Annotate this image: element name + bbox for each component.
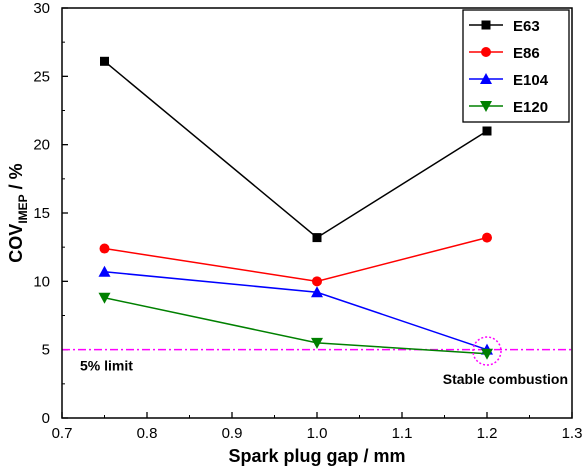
- y-tick-label: 25: [33, 68, 50, 85]
- y-axis-label-suffix: / %: [6, 163, 26, 194]
- legend-marker-e86: [481, 47, 491, 57]
- y-axis-label-sub: IMEP: [16, 194, 30, 223]
- y-axis-label: COVIMEP / %: [6, 163, 30, 262]
- data-point-e63: [312, 233, 322, 243]
- data-point-e120: [311, 337, 323, 349]
- legend-marker-e63: [481, 20, 491, 30]
- legend-marker-e120: [480, 101, 492, 112]
- data-point-e86: [482, 232, 492, 243]
- series-line-e120: [104, 296, 488, 355]
- legend-label-e104: E104: [513, 72, 549, 89]
- x-tick-label: 1.3: [562, 425, 583, 442]
- data-point-e63: [482, 126, 492, 136]
- annotation-group: Stable combustion: [443, 336, 568, 387]
- data-point-e104: [311, 286, 323, 298]
- data-point-e86: [99, 243, 110, 254]
- plot-frame: [61, 7, 573, 419]
- series-line-e86: [104, 236, 488, 283]
- x-tick-label: 0.8: [137, 425, 158, 442]
- data-point-e104: [98, 265, 111, 277]
- y-tick-label: 0: [42, 410, 50, 427]
- x-axis-label: Spark plug gap / mm: [228, 446, 405, 466]
- legend-label-e63: E63: [513, 18, 540, 35]
- reference-line-label: 5% limit: [80, 358, 133, 374]
- y-tick-label: 10: [33, 273, 50, 290]
- annotation-label: Stable combustion: [443, 371, 568, 387]
- legend-box: [462, 9, 570, 123]
- x-tick-label: 1.1: [392, 425, 413, 442]
- y-tick-label: 5: [42, 342, 50, 359]
- y-axis-label-main: COV: [6, 224, 26, 263]
- y-tick-label: 20: [33, 137, 50, 154]
- legend-label-e86: E86: [513, 45, 540, 62]
- y-tick-label: 15: [33, 205, 50, 222]
- annotation-circle: [472, 336, 502, 366]
- x-tick-label: 0.7: [52, 425, 73, 442]
- x-tick-label: 0.9: [222, 425, 243, 442]
- data-point-e120: [98, 292, 111, 304]
- legend-marker-e104: [480, 73, 492, 84]
- legend-label-e120: E120: [513, 99, 548, 116]
- data-point-e120: [481, 348, 493, 360]
- data-point-e86: [312, 276, 322, 287]
- series-group: [98, 56, 493, 360]
- data-point-e63: [100, 56, 109, 66]
- x-tick-label: 1.0: [307, 425, 328, 442]
- series-line-e63: [104, 60, 488, 239]
- reference-line-group: 5% limit: [62, 348, 572, 374]
- y-tick-label: 30: [33, 0, 50, 17]
- x-tick-label: 1.2: [477, 425, 498, 442]
- legend: E63 E86 E104 E120: [462, 9, 570, 123]
